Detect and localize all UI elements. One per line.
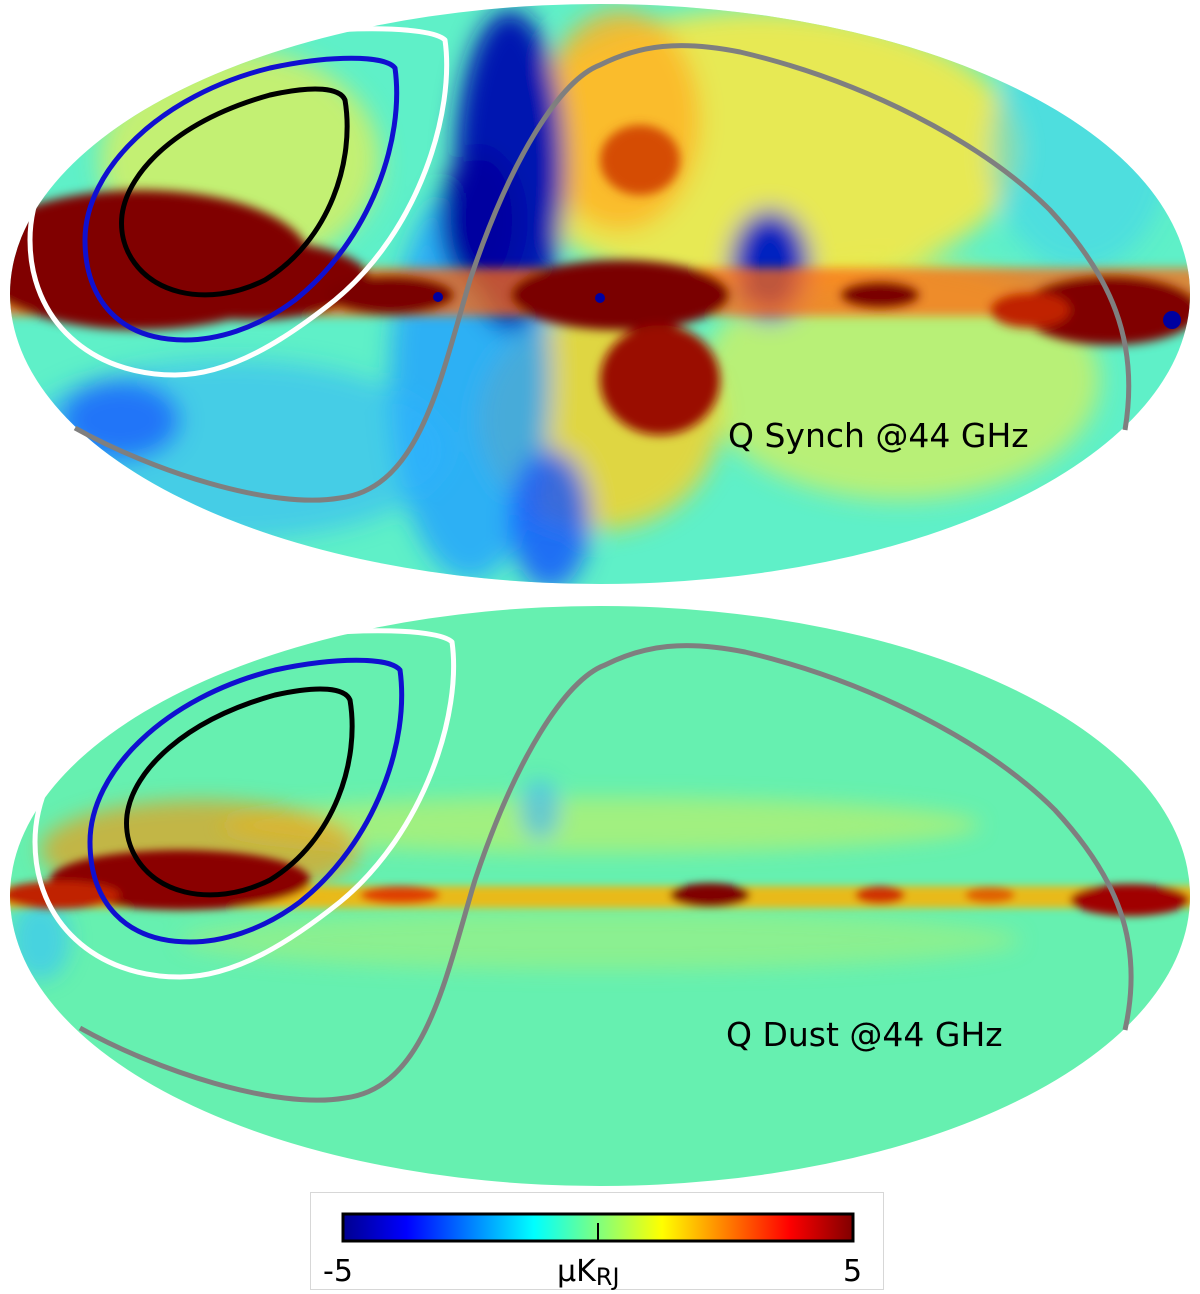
synch-sky-field xyxy=(10,4,1190,584)
dust-contour-outer xyxy=(32,628,457,980)
colorbar-max-label: 5 xyxy=(843,1254,862,1289)
synch-contour-inner xyxy=(119,86,350,298)
synch-contour-middle xyxy=(82,55,400,343)
synch-galactic-boundary xyxy=(73,43,1132,503)
dust-contour-middle xyxy=(87,657,405,945)
dust-map-panel: Q Dust @44 GHz xyxy=(0,600,1200,1190)
colorbar: -5 5 μKRJ xyxy=(310,1192,884,1291)
dust-contours xyxy=(32,628,1134,1103)
synch-map-label: Q Synch @44 GHz xyxy=(728,416,1029,455)
dust-sky-field xyxy=(10,606,1190,1186)
dust-galactic-boundary xyxy=(78,643,1134,1103)
synch-contour-outer xyxy=(27,26,450,378)
colorbar-unit-main: μK xyxy=(557,1254,597,1289)
synch-map: Q Synch @44 GHz xyxy=(10,4,1190,584)
colorbar-min-label: -5 xyxy=(323,1254,353,1289)
synch-contours xyxy=(27,26,1132,503)
colorbar-unit-sub: RJ xyxy=(596,1263,620,1291)
dust-map: Q Dust @44 GHz xyxy=(10,606,1190,1186)
dust-map-label: Q Dust @44 GHz xyxy=(726,1015,1003,1054)
colorbar-graphic: -5 5 μKRJ xyxy=(323,1212,862,1291)
synch-map-panel: Q Synch @44 GHz xyxy=(0,0,1200,590)
dust-contour-inner xyxy=(124,686,355,898)
colorbar-unit-label: μKRJ xyxy=(557,1254,620,1291)
